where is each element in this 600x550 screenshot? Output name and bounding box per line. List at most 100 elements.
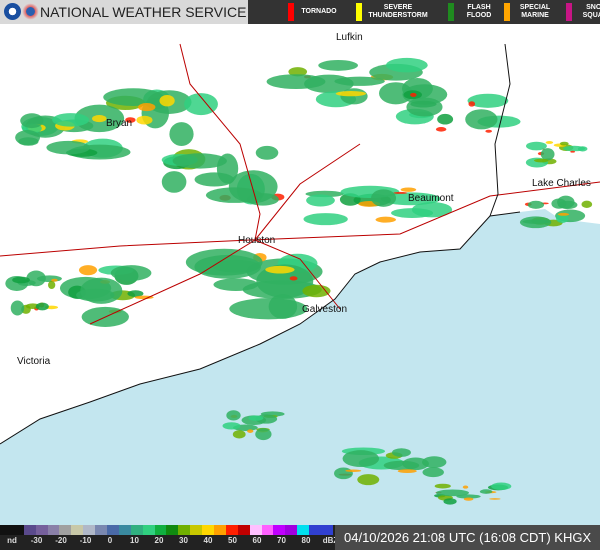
warning-legend: TORNADO SEVERE THUNDERSTORM FLASH FLOOD SPE…: [248, 0, 600, 24]
radar-echo: [335, 91, 367, 97]
city-labels: Lufkin Bryan Beaumont Lake Charles Houst…: [17, 32, 591, 367]
legend-label: SNOW SQUALL: [582, 4, 600, 19]
radar-echo: [35, 302, 49, 311]
radar-echo: [559, 141, 569, 146]
radar-echo: [435, 489, 470, 497]
gulf-water: [0, 209, 600, 525]
city-lake-charles: Lake Charles: [532, 178, 591, 189]
scale-swatch: [273, 525, 286, 535]
radar-echo: [465, 109, 498, 130]
radar-echo: [556, 213, 569, 224]
dbz-scale-labels: nd -30 -20 -10 0 10 20 30 40 50 60 70 80 dBZ: [0, 536, 338, 550]
legend-swatch: [566, 3, 572, 21]
radar-echo: [169, 122, 194, 147]
radar-echo: [318, 59, 358, 71]
radar-echo: [184, 93, 218, 116]
radar-echo: [406, 97, 443, 117]
radar-echo: [306, 194, 335, 207]
scale-label: 10: [130, 536, 139, 545]
radar-echo: [185, 248, 263, 276]
radar-echo: [20, 113, 44, 129]
legend-item: SNOW SQUALL: [566, 2, 600, 22]
scale-swatch: [225, 525, 238, 535]
radar-echo: [161, 171, 187, 193]
scale-swatch: [142, 525, 155, 535]
radar-echo: [136, 115, 153, 125]
legend-item: FLASH FLOOD: [448, 2, 499, 22]
radar-echo: [485, 129, 492, 133]
legend-label: TORNADO: [301, 8, 337, 15]
scale-label: dBZ: [322, 536, 339, 545]
scale-swatch: [0, 525, 12, 535]
scale-label: nd: [7, 536, 17, 545]
radar-echo: [110, 265, 152, 281]
radar-echo: [534, 158, 549, 163]
scale-swatch: [285, 525, 298, 535]
radar-echo: [557, 195, 575, 209]
radar-echo: [266, 74, 326, 90]
scale-label: 40: [203, 536, 213, 545]
radar-echo: [229, 298, 308, 320]
radar-echo: [540, 148, 555, 161]
radar-echo: [334, 76, 385, 86]
radar-echo: [371, 189, 397, 207]
radar-echo: [491, 482, 512, 490]
radar-echo: [15, 130, 40, 146]
scale-swatch: [118, 525, 131, 535]
radar-echo: [303, 213, 348, 226]
radar-echo: [247, 429, 254, 433]
radar-echo: [570, 150, 575, 153]
radar-echo: [434, 483, 451, 489]
scale-swatch: [202, 525, 215, 535]
city-galveston: Galveston: [302, 304, 347, 315]
radar-echo: [577, 146, 588, 152]
radar-echo: [265, 265, 295, 274]
radar-echo: [437, 113, 454, 125]
radar-echo: [393, 191, 408, 194]
radar-echo: [385, 57, 428, 73]
radar-echo: [410, 92, 417, 97]
radar-echo: [342, 450, 380, 468]
scale-swatch: [178, 525, 191, 535]
radar-echo: [402, 457, 429, 471]
radar-map[interactable]: Lufkin Bryan Beaumont Lake Charles Houst…: [0, 24, 600, 525]
scale-swatch: [83, 525, 96, 535]
scale-label: 60: [252, 536, 262, 545]
scale-swatch: [95, 525, 108, 535]
scale-swatch: [59, 525, 72, 535]
scale-label: 50: [228, 536, 237, 545]
radar-echo: [357, 474, 380, 486]
radar-echo: [463, 497, 474, 501]
radar-echo: [422, 467, 444, 478]
radar-echo: [92, 115, 107, 123]
scale-swatch: [35, 525, 48, 535]
scale-swatch: [166, 525, 179, 535]
radar-echo: [242, 280, 322, 299]
radar-echo: [51, 278, 58, 282]
radar-echo: [222, 422, 241, 430]
radar-echo: [216, 153, 239, 184]
scale-swatch: [297, 525, 310, 535]
radar-echo: [379, 82, 413, 105]
nws-logo: [22, 3, 39, 20]
page-title: NATIONAL WEATHER SERVICE: [40, 4, 247, 20]
radar-echo: [125, 117, 136, 123]
radar-echo: [525, 141, 547, 151]
legend-label: SEVERE THUNDERSTORM: [368, 4, 428, 19]
footer-bar: nd -30 -20 -10 0 10 20 30 40 50 60 70 80 dBZ 04/10/20…: [0, 525, 600, 550]
radar-echo: [127, 290, 144, 297]
scale-label: -20: [55, 536, 67, 545]
radar-echo: [391, 448, 411, 457]
scale-swatch: [154, 525, 167, 535]
scale-label: 70: [277, 536, 286, 545]
radar-echo: [255, 145, 279, 160]
scale-swatch: [71, 525, 84, 535]
header-bar: NATIONAL WEATHER SERVICE TORNADO SEVERE T…: [0, 0, 600, 24]
legend-swatch: [504, 3, 510, 21]
radar-echo: [288, 67, 308, 77]
scale-swatch: [237, 525, 250, 535]
scale-swatch: [309, 525, 322, 535]
radar-echo: [467, 93, 509, 108]
radar-echo: [48, 280, 56, 290]
radar-echo: [226, 410, 241, 421]
